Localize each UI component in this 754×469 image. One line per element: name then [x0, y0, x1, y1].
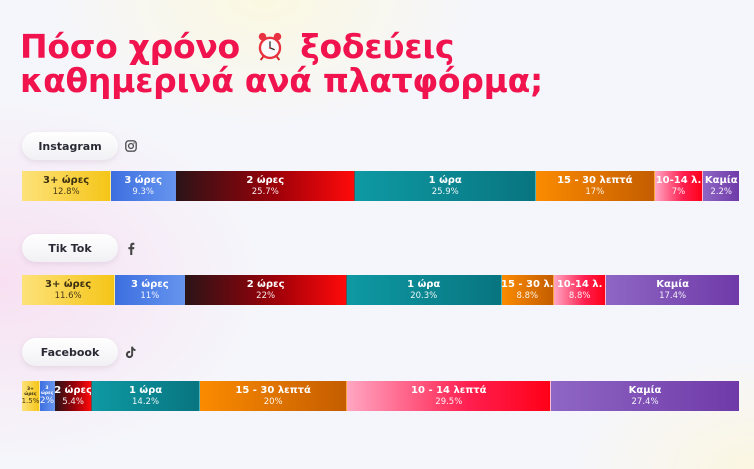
segment-percent: 20.3% — [410, 290, 438, 301]
segment-percent: 12.8% — [52, 186, 80, 197]
page-title: Πόσο χρόνο ξοδεύεις καθημερινά ανά πλατφ… — [20, 30, 543, 98]
segment-none: Καμία 2.2% — [703, 171, 739, 201]
segment-percent: 25.9% — [431, 186, 459, 197]
tiktok-icon — [124, 345, 138, 359]
segment-label: 3+ ώρες — [45, 278, 92, 290]
segment-3plus-hours: 3+ ώρες 1.5% — [22, 381, 40, 411]
segment-label: 1 ώρα — [407, 278, 441, 290]
segment-label: 1 ώρα — [128, 384, 163, 396]
segment-10-14-min: 10 - 14 λεπτά 29.5% — [347, 381, 552, 411]
segment-3plus-hours: 3+ ώρες 11.6% — [22, 275, 116, 305]
segment-15-30-min: 15 - 30 λεπτά 20% — [199, 381, 348, 411]
title-line1-before: Πόσο χρόνο — [20, 27, 240, 66]
title-line2: καθημερινά ανά πλατφόρμα; — [20, 61, 543, 100]
segment-none: Καμία 17.4% — [606, 275, 739, 305]
segment-label: 3 ώρες — [40, 386, 54, 396]
segment-percent: 20% — [263, 396, 283, 407]
segment-percent: 8.8% — [516, 290, 539, 301]
segment-1-hour: 1 ώρα 20.3% — [346, 275, 502, 305]
segment-10-14-min: 10-14 λ. 7% — [654, 171, 704, 201]
segment-percent: 2% — [39, 396, 55, 406]
segment-percent: 11% — [140, 290, 160, 301]
segment-percent: 9.3% — [132, 186, 155, 197]
segment-3-hours: 3 ώρες 11% — [115, 275, 186, 305]
segment-15-30-min: 15 - 30 λ. 8.8% — [501, 275, 554, 305]
segment-none: Καμία 27.4% — [551, 381, 739, 411]
segment-label: 15 - 30 λ. — [501, 278, 554, 290]
segment-2-hours: 2 ώρες 22% — [185, 275, 347, 305]
instagram-icon — [124, 139, 138, 153]
segment-label: 15 - 30 λεπτά — [235, 384, 311, 396]
facebook-icon — [124, 241, 138, 255]
segment-3plus-hours: 3+ ώρες 12.8% — [22, 171, 112, 201]
segment-label: 15 - 30 λεπτά — [557, 174, 633, 186]
stacked-bar-instagram: 3+ ώρες 12.8% 3 ώρες 9.3% 2 ώρες 25.7% 1 ώρ… — [22, 171, 739, 201]
segment-percent: 2.2% — [710, 186, 733, 197]
segment-percent: 14.2% — [132, 396, 160, 407]
segment-label: 10-14 λ. — [556, 278, 603, 290]
platform-pill: Instagram — [22, 132, 118, 160]
segment-label: 3+ ώρες — [43, 174, 90, 186]
segment-label: 2 ώρες — [246, 174, 285, 186]
platform-header-instagram: Instagram — [22, 132, 138, 160]
segment-label: Καμία — [704, 174, 738, 186]
segment-2-hours: 2 ώρες 25.7% — [176, 171, 356, 201]
segment-10-14-min: 10-14 λ. 8.8% — [553, 275, 607, 305]
stacked-bar-tiktok: 3+ ώρες 11.6% 3 ώρες 11% 2 ώρες 22% 1 ώρα 20… — [22, 275, 739, 305]
segment-label: 2 ώρες — [54, 384, 93, 396]
segment-1-hour: 1 ώρα 14.2% — [92, 381, 200, 411]
segment-3-hours: 3 ώρες 9.3% — [111, 171, 177, 201]
segment-15-30-min: 15 - 30 λεπτά 17% — [536, 171, 655, 201]
segment-percent: 25.7% — [251, 186, 279, 197]
segment-label: 10-14 λ. — [655, 174, 702, 186]
segment-percent: 17% — [585, 186, 605, 197]
segment-label: 2 ώρες — [246, 278, 285, 290]
segment-label: 3 ώρες — [130, 278, 169, 290]
stacked-bar-facebook: 3+ ώρες 1.5% 3 ώρες 2% 2 ώρες 5.4% 1 ώρα 14.… — [22, 381, 739, 411]
platform-header-facebook: Facebook — [22, 338, 138, 366]
platform-header-tiktok: Tik Tok — [22, 234, 138, 262]
segment-label: 3 ώρες — [124, 174, 163, 186]
segment-2-hours: 2 ώρες 5.4% — [54, 381, 93, 411]
segment-percent: 5.4% — [62, 396, 84, 407]
segment-1-hour: 1 ώρα 25.9% — [355, 171, 537, 201]
segment-percent: 27.4% — [631, 396, 659, 407]
segment-percent: 29.5% — [435, 396, 463, 407]
segment-3-hours: 3 ώρες 2% — [39, 381, 55, 411]
segment-label: Καμία — [656, 278, 689, 290]
segment-percent: 1.5% — [22, 397, 40, 405]
segment-label: 1 ώρα — [428, 174, 462, 186]
platform-pill: Tik Tok — [22, 234, 118, 262]
title-line1-after: ξοδεύεις — [300, 27, 455, 66]
platform-pill: Facebook — [22, 338, 118, 366]
segment-label: Καμία — [628, 384, 662, 396]
segment-percent: 11.6% — [54, 290, 82, 301]
segment-percent: 17.4% — [659, 290, 687, 301]
segment-percent: 7% — [671, 186, 686, 197]
segment-percent: 22% — [256, 290, 276, 301]
segment-label: 3+ ώρες — [24, 387, 37, 397]
segment-label: 10 - 14 λεπτά — [411, 384, 487, 396]
alarm-clock-icon — [258, 32, 282, 61]
segment-percent: 8.8% — [568, 290, 591, 301]
